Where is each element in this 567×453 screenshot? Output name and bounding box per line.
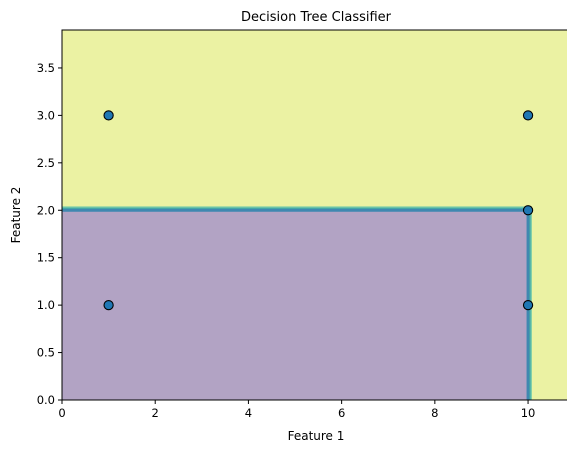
x-tick-label: 2 [152, 406, 159, 420]
x-tick-label: 6 [338, 406, 345, 420]
data-point [103, 299, 114, 311]
y-tick-label: 0.5 [37, 346, 55, 360]
x-axis-ticks: 0 2 4 6 8 10 [58, 400, 535, 420]
data-point [522, 205, 534, 216]
x-tick-label: 8 [431, 406, 438, 420]
x-tick-label: 0 [58, 406, 65, 420]
data-points [103, 110, 534, 311]
y-axis-label: Feature 2 [9, 187, 23, 244]
y-tick-label: 3.5 [37, 61, 55, 75]
y-axis-ticks: 0.0 0.5 1.0 1.5 2.0 2.5 3.0 3.5 [37, 61, 62, 407]
y-tick-label: 0.0 [37, 393, 55, 407]
region-class-0 [62, 211, 527, 400]
data-point [522, 110, 534, 121]
plot-frame [61, 29, 567, 401]
data-point [522, 299, 534, 311]
chart-title: Decision Tree Classifier [241, 10, 392, 25]
x-axis-label: Feature 1 [288, 429, 345, 443]
y-tick-label: 2.0 [37, 203, 55, 217]
data-point [103, 110, 114, 121]
y-tick-label: 1.5 [37, 251, 55, 265]
y-tick-label: 3.0 [37, 108, 55, 122]
y-tick-label: 2.5 [37, 156, 55, 170]
y-tick-label: 1.0 [37, 298, 55, 312]
x-tick-label: 4 [245, 406, 252, 420]
x-tick-label: 10 [521, 406, 536, 420]
decision-regions [62, 30, 567, 400]
